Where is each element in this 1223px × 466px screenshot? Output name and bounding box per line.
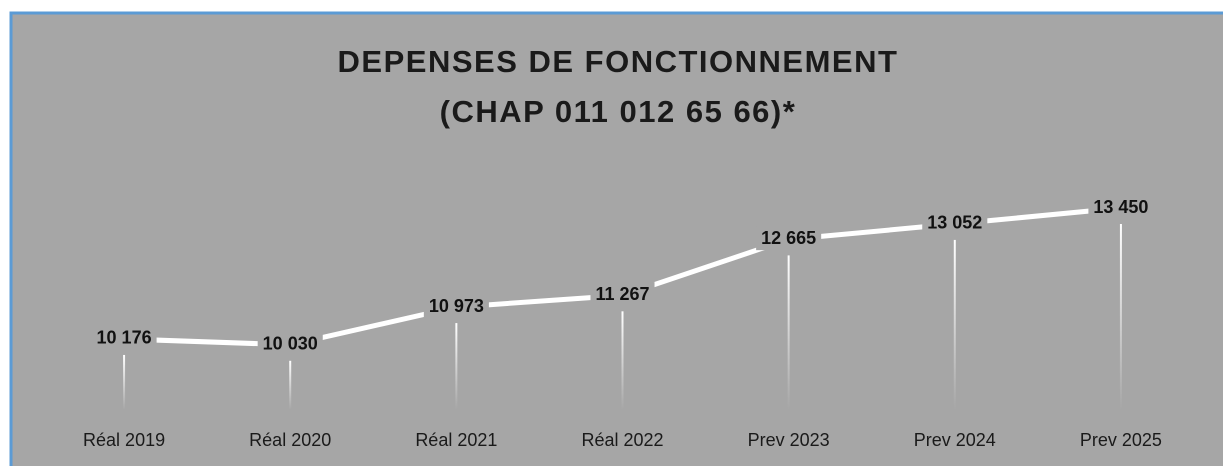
chart-title: DEPENSES DE FONCTIONNEMENT <box>338 44 899 79</box>
drop-line <box>621 311 624 410</box>
data-label-background <box>1088 194 1154 219</box>
data-label-background <box>922 210 988 235</box>
data-label: 13 450 <box>1093 197 1148 217</box>
drop-line <box>787 255 790 410</box>
data-label-background <box>257 331 323 356</box>
data-label: 11 267 <box>595 284 649 304</box>
x-tick-label: Réal 2022 <box>581 430 663 450</box>
data-label: 10 973 <box>429 296 484 316</box>
data-label-background <box>423 293 489 318</box>
chart-title: (CHAP 011 012 65 66)* <box>440 94 797 129</box>
drop-line <box>953 239 956 410</box>
data-label: 12 665 <box>761 228 816 248</box>
data-label-background <box>756 226 822 251</box>
x-tick-label: Réal 2020 <box>249 430 331 450</box>
x-tick-label: Réal 2021 <box>415 430 497 450</box>
x-tick-label: Prev 2023 <box>748 430 830 450</box>
chart-background <box>9 11 1223 466</box>
drop-line <box>1119 224 1122 410</box>
x-tick-label: Réal 2019 <box>83 430 165 450</box>
data-label: 10 030 <box>263 334 318 354</box>
drop-line <box>455 323 458 410</box>
data-label: 10 176 <box>97 328 152 348</box>
x-tick-label: Prev 2025 <box>1080 430 1162 450</box>
data-label-background <box>590 282 655 307</box>
drop-line <box>289 360 292 410</box>
data-label-background <box>91 325 157 350</box>
data-label: 13 052 <box>927 213 982 233</box>
x-tick-label: Prev 2024 <box>914 430 996 450</box>
drop-line <box>123 354 126 410</box>
